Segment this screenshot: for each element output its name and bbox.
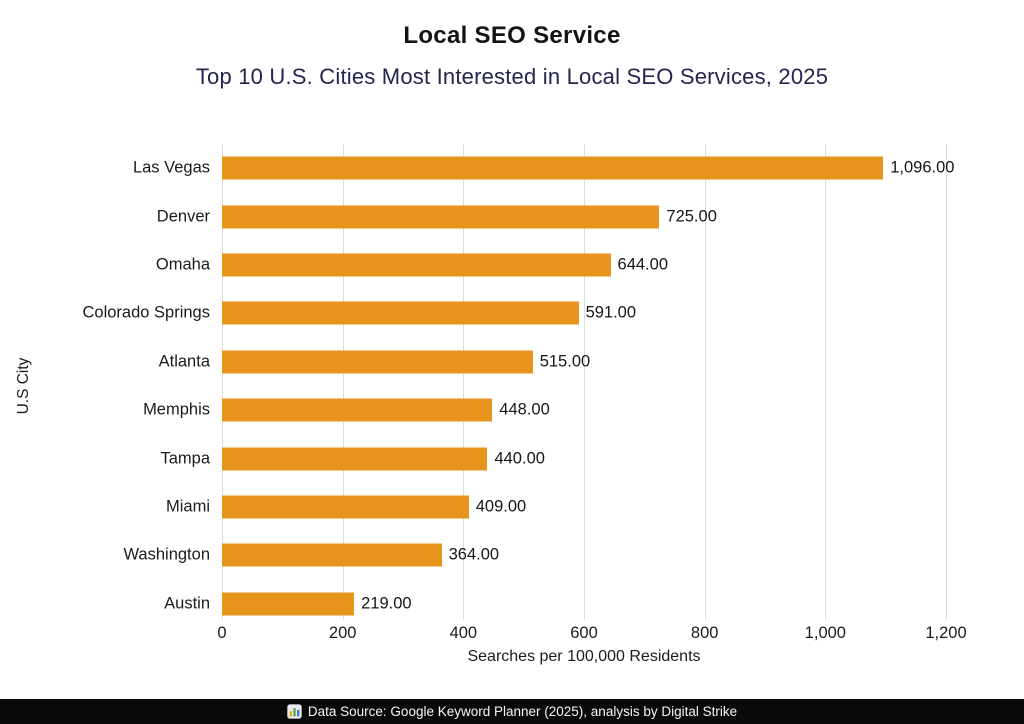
category-label: Washington [123,545,210,564]
x-tick-label: 600 [570,624,598,642]
value-label: 725.00 [666,207,717,226]
bar-row: Atlanta 515.00 [0,338,1024,386]
gridline [463,144,465,620]
x-axis-label: Searches per 100,000 Residents [467,648,701,665]
footer-source-text: Data Source: Google Keyword Planner (202… [307,704,738,719]
x-tick-label: 0 [217,624,227,642]
category-label: Miami [166,497,210,516]
bar [222,205,660,229]
category-label: Memphis [143,400,210,419]
bar-row: Miami 409.00 [0,483,1024,531]
bar-row: Las Vegas 1,096.00 [0,144,1024,192]
gridline [222,144,223,620]
category-label: Austin [164,594,210,613]
category-label: Colorado Springs [82,303,211,322]
gridline [825,144,827,620]
plot-area [222,144,947,628]
value-label: 591.00 [585,303,637,322]
category-label: Denver [156,207,210,226]
bar [222,301,579,325]
value-label: 219.00 [361,594,412,613]
category-label: Atlanta [158,352,210,371]
bar [222,592,355,616]
bar-row: Tampa 440.00 [0,434,1024,482]
bar-row: Washington 364.00 [0,531,1024,579]
x-tick-label: 400 [449,624,478,642]
footer-source-bar: Data Source: Google Keyword Planner (202… [0,699,1024,724]
value-label: 1,096.00 [890,158,955,177]
gridline [946,144,947,620]
x-tick-label: 1,000 [804,624,846,642]
bar-chart-emoji-icon [287,704,302,719]
chart-title: Local SEO Service [403,22,621,49]
chart-subtitle: Top 10 U.S. Cities Most Interested in Lo… [195,64,829,89]
bar [222,543,442,567]
bar-row: Memphis 448.00 [0,386,1024,434]
value-label: 364.00 [448,545,500,564]
category-label: Tampa [160,449,210,468]
category-label: Las Vegas [132,158,210,177]
bar-row: Austin 219.00 [0,580,1024,628]
bar [222,447,488,471]
x-tick-label: 200 [328,624,357,642]
bar [222,253,611,277]
value-label: 644.00 [617,255,668,274]
value-label: 448.00 [499,400,550,419]
x-tick-label: 800 [690,624,719,642]
bar-row: Denver 725.00 [0,192,1024,240]
bar-row: Colorado Springs 591.00 [0,289,1024,337]
category-label: Omaha [155,255,210,274]
gridline [704,144,706,620]
bar [222,495,469,519]
bar-row: Omaha 644.00 [0,241,1024,289]
bar [222,350,533,374]
bar [222,156,884,180]
value-label: 515.00 [539,352,591,371]
x-tick-label: 1,200 [925,624,967,642]
bar [222,398,493,422]
gridline [584,144,585,620]
value-label: 409.00 [475,497,527,516]
gridline [342,144,344,620]
value-label: 440.00 [494,449,545,468]
